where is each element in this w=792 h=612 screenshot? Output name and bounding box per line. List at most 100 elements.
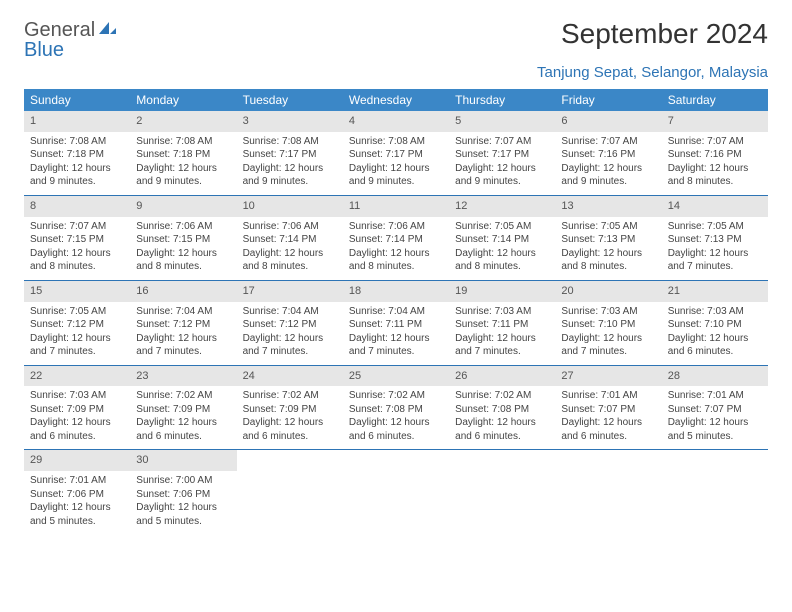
day-number: 15 — [24, 281, 130, 302]
sunrise-line: Sunrise: 7:04 AM — [243, 305, 337, 319]
calendar-cell: 20Sunrise: 7:03 AMSunset: 7:10 PMDayligh… — [555, 281, 661, 365]
day-number: 10 — [237, 196, 343, 217]
calendar: Sunday Monday Tuesday Wednesday Thursday… — [24, 89, 768, 534]
day-number: 27 — [555, 366, 661, 387]
calendar-cell: 4Sunrise: 7:08 AMSunset: 7:17 PMDaylight… — [343, 111, 449, 195]
sunrise-line: Sunrise: 7:02 AM — [349, 389, 443, 403]
calendar-cell: 9 Sunrise: 7:06 AMSunset: 7:15 PMDaylight… — [130, 196, 236, 280]
day-header-thursday: Thursday — [449, 89, 555, 111]
calendar-cell: 10 Sunrise: 7:06 AMSunset: 7:14 PMDayligh… — [237, 196, 343, 280]
calendar-cell: 28Sunrise: 7:01 AMSunset: 7:07 PMDayligh… — [662, 366, 768, 450]
day-number: 14 — [662, 196, 768, 217]
day-header-friday: Friday — [555, 89, 661, 111]
calendar-cell: 8Sunrise: 7:07 AMSunset: 7:15 PMDaylight… — [24, 196, 130, 280]
sunrise-line: Sunrise: 7:07 AM — [30, 220, 124, 234]
sunrise-line: Sunrise: 7:01 AM — [668, 389, 762, 403]
day-number: 3 — [237, 111, 343, 132]
daylight-line: Daylight: 12 hours and 9 minutes. — [561, 162, 655, 189]
day-number: 26 — [449, 366, 555, 387]
sunrise-line: Sunrise: 7:08 AM — [30, 135, 124, 149]
calendar-week: 8Sunrise: 7:07 AMSunset: 7:15 PMDaylight… — [24, 196, 768, 281]
daylight-line: Daylight: 12 hours and 6 minutes. — [668, 332, 762, 359]
daylight-line: Daylight: 12 hours and 6 minutes. — [243, 416, 337, 443]
day-info: Sunrise: 7:01 AMSunset: 7:07 PMDaylight:… — [662, 389, 768, 443]
daylight-line: Daylight: 12 hours and 5 minutes. — [136, 501, 230, 528]
daylight-line: Daylight: 12 hours and 7 minutes. — [243, 332, 337, 359]
daylight-line: Daylight: 12 hours and 7 minutes. — [136, 332, 230, 359]
daylight-line: Daylight: 12 hours and 8 minutes. — [243, 247, 337, 274]
sunset-line: Sunset: 7:15 PM — [30, 233, 124, 247]
sunrise-line: Sunrise: 7:07 AM — [668, 135, 762, 149]
sunset-line: Sunset: 7:14 PM — [455, 233, 549, 247]
sunrise-line: Sunrise: 7:03 AM — [668, 305, 762, 319]
daylight-line: Daylight: 12 hours and 9 minutes. — [30, 162, 124, 189]
day-info: Sunrise: 7:03 AMSunset: 7:10 PMDaylight:… — [555, 305, 661, 359]
calendar-cell: 11 Sunrise: 7:06 AMSunset: 7:14 PMDayligh… — [343, 196, 449, 280]
calendar-cell: 19Sunrise: 7:03 AMSunset: 7:11 PMDayligh… — [449, 281, 555, 365]
sunrise-line: Sunrise: 7:04 AM — [349, 305, 443, 319]
daylight-line: Daylight: 12 hours and 6 minutes. — [561, 416, 655, 443]
day-info: Sunrise: 7:07 AMSunset: 7:17 PMDaylight:… — [449, 135, 555, 189]
day-info: Sunrise: 7:03 AMSunset: 7:10 PMDaylight:… — [662, 305, 768, 359]
day-info: Sunrise: 7:02 AMSunset: 7:08 PMDaylight:… — [343, 389, 449, 443]
day-info: Sunrise: 7:06 AMSunset: 7:15 PMDaylight:… — [130, 220, 236, 274]
sunrise-line: Sunrise: 7:08 AM — [243, 135, 337, 149]
logo-sail-icon — [99, 20, 117, 40]
sunrise-line: Sunrise: 7:01 AM — [561, 389, 655, 403]
sunset-line: Sunset: 7:15 PM — [136, 233, 230, 247]
sunset-line: Sunset: 7:06 PM — [136, 488, 230, 502]
sunrise-line: Sunrise: 7:04 AM — [136, 305, 230, 319]
daylight-line: Daylight: 12 hours and 8 minutes. — [349, 247, 443, 274]
calendar-cell: 3Sunrise: 7:08 AMSunset: 7:17 PMDaylight… — [237, 111, 343, 195]
daylight-line: Daylight: 12 hours and 7 minutes. — [30, 332, 124, 359]
day-number: 11 — [343, 196, 449, 217]
sunset-line: Sunset: 7:17 PM — [349, 148, 443, 162]
day-number: 29 — [24, 450, 130, 471]
day-info: Sunrise: 7:05 AMSunset: 7:12 PMDaylight:… — [24, 305, 130, 359]
sunrise-line: Sunrise: 7:02 AM — [243, 389, 337, 403]
daylight-line: Daylight: 12 hours and 8 minutes. — [561, 247, 655, 274]
daylight-line: Daylight: 12 hours and 8 minutes. — [668, 162, 762, 189]
sunset-line: Sunset: 7:06 PM — [30, 488, 124, 502]
sunrise-line: Sunrise: 7:07 AM — [455, 135, 549, 149]
sunset-line: Sunset: 7:08 PM — [349, 403, 443, 417]
day-info: Sunrise: 7:08 AMSunset: 7:17 PMDaylight:… — [343, 135, 449, 189]
day-header-tuesday: Tuesday — [237, 89, 343, 111]
day-number: 30 — [130, 450, 236, 471]
day-info: Sunrise: 7:07 AMSunset: 7:16 PMDaylight:… — [555, 135, 661, 189]
sunrise-line: Sunrise: 7:03 AM — [455, 305, 549, 319]
calendar-cell: 13Sunrise: 7:05 AMSunset: 7:13 PMDayligh… — [555, 196, 661, 280]
sunrise-line: Sunrise: 7:08 AM — [136, 135, 230, 149]
sunrise-line: Sunrise: 7:06 AM — [349, 220, 443, 234]
day-number: 9 — [130, 196, 236, 217]
sunset-line: Sunset: 7:16 PM — [668, 148, 762, 162]
day-info: Sunrise: 7:06 AMSunset: 7:14 PMDaylight:… — [237, 220, 343, 274]
logo: General Blue — [24, 18, 117, 60]
sunrise-line: Sunrise: 7:05 AM — [668, 220, 762, 234]
calendar-cell: 14Sunrise: 7:05 AMSunset: 7:13 PMDayligh… — [662, 196, 768, 280]
daylight-line: Daylight: 12 hours and 9 minutes. — [243, 162, 337, 189]
sunset-line: Sunset: 7:14 PM — [349, 233, 443, 247]
day-number: 12 — [449, 196, 555, 217]
day-info: Sunrise: 7:05 AMSunset: 7:14 PMDaylight:… — [449, 220, 555, 274]
sunrise-line: Sunrise: 7:00 AM — [136, 474, 230, 488]
day-header-sunday: Sunday — [24, 89, 130, 111]
day-number: 24 — [237, 366, 343, 387]
day-header-wednesday: Wednesday — [343, 89, 449, 111]
sunset-line: Sunset: 7:11 PM — [349, 318, 443, 332]
calendar-cell: 7Sunrise: 7:07 AMSunset: 7:16 PMDaylight… — [662, 111, 768, 195]
daylight-line: Daylight: 12 hours and 7 minutes. — [349, 332, 443, 359]
sunset-line: Sunset: 7:12 PM — [243, 318, 337, 332]
daylight-line: Daylight: 12 hours and 9 minutes. — [349, 162, 443, 189]
day-info: Sunrise: 7:03 AMSunset: 7:11 PMDaylight:… — [449, 305, 555, 359]
calendar-cell: 6Sunrise: 7:07 AMSunset: 7:16 PMDaylight… — [555, 111, 661, 195]
calendar-week: 1Sunrise: 7:08 AMSunset: 7:18 PMDaylight… — [24, 111, 768, 196]
day-info: Sunrise: 7:01 AMSunset: 7:06 PMDaylight:… — [24, 474, 130, 528]
calendar-cell: 30 Sunrise: 7:00 AMSunset: 7:06 PMDayligh… — [130, 450, 236, 534]
calendar-cell: 12 Sunrise: 7:05 AMSunset: 7:14 PMDayligh… — [449, 196, 555, 280]
sunrise-line: Sunrise: 7:03 AM — [30, 389, 124, 403]
day-number: 22 — [24, 366, 130, 387]
sunrise-line: Sunrise: 7:08 AM — [349, 135, 443, 149]
day-info: Sunrise: 7:05 AMSunset: 7:13 PMDaylight:… — [555, 220, 661, 274]
day-info: Sunrise: 7:01 AMSunset: 7:07 PMDaylight:… — [555, 389, 661, 443]
